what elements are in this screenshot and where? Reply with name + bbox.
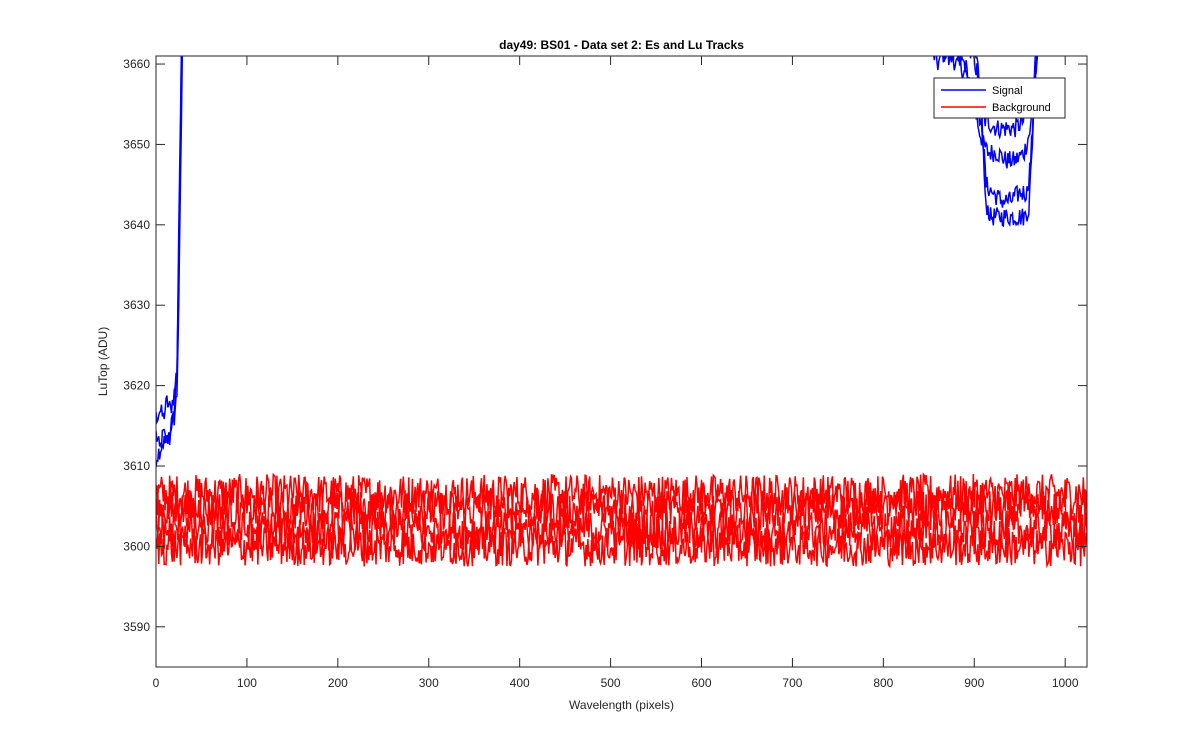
y-tick-label-3630: 3630 — [123, 298, 150, 312]
chart-title: day49: BS01 - Data set 2: Es and Lu Trac… — [499, 38, 744, 52]
series-background-trace-3 — [156, 523, 1087, 569]
y-tick-label-3600: 3600 — [123, 539, 150, 553]
x-tick-label-800: 800 — [873, 676, 893, 690]
series-signal-trace-3 — [933, 56, 1038, 169]
x-axis-label: Wavelength (pixels) — [569, 698, 674, 712]
ticks-layer: 0 100 200 300 400 500 600 700 800 900 1000 3590 3600… — [123, 56, 1087, 690]
legend: Signal Background — [933, 77, 1066, 119]
plot-area — [156, 56, 1087, 667]
y-tick-label-3610: 3610 — [123, 459, 150, 473]
x-tick-label-0: 0 — [153, 676, 160, 690]
legend-label-background: Background — [992, 102, 1051, 114]
x-tick-label-200: 200 — [328, 676, 348, 690]
y-tick-label-3660: 3660 — [123, 57, 150, 71]
y-tick-label-3640: 3640 — [123, 218, 150, 232]
x-tick-label-700: 700 — [782, 676, 802, 690]
legend-box — [933, 77, 1066, 119]
y-axis-label: LuTop (ADU) — [96, 327, 110, 396]
x-tick-label-300: 300 — [419, 676, 439, 690]
x-tick-label-100: 100 — [237, 676, 257, 690]
y-tick-label-3620: 3620 — [123, 379, 150, 393]
series-signal-trace-6 — [972, 56, 1038, 208]
series-signal-trace-4 — [942, 56, 1037, 141]
y-tick-label-3590: 3590 — [123, 620, 150, 634]
series-background-trace-1 — [156, 488, 1087, 533]
x-tick-label-900: 900 — [964, 676, 984, 690]
legend-label-signal: Signal — [992, 85, 1023, 97]
plot-frame — [155, 55, 1088, 668]
series-signal-trace-2 — [156, 56, 183, 468]
x-tick-label-1000: 1000 — [1052, 676, 1079, 690]
x-tick-label-600: 600 — [691, 676, 711, 690]
y-tick-label-3650: 3650 — [123, 137, 150, 151]
x-tick-label-400: 400 — [510, 676, 530, 690]
x-tick-label-500: 500 — [601, 676, 621, 690]
